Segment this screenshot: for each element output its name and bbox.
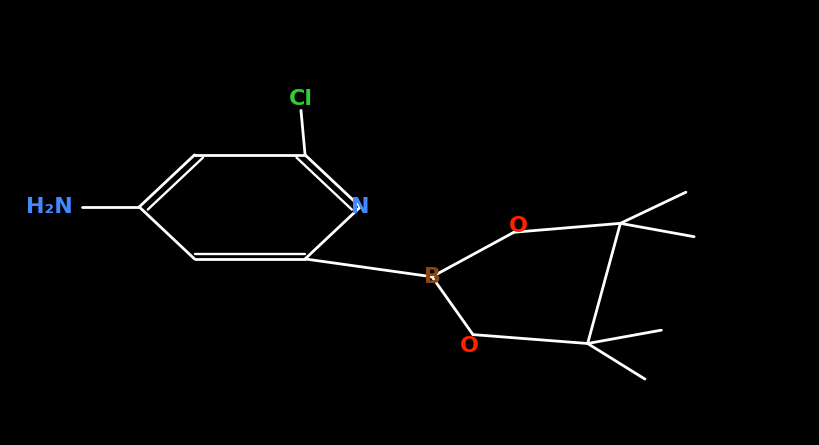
Text: O: O (509, 215, 527, 235)
Text: H₂N: H₂N (25, 197, 73, 217)
Text: B: B (423, 267, 441, 287)
Text: N: N (351, 197, 369, 217)
Text: Cl: Cl (289, 89, 313, 109)
Text: O: O (459, 336, 478, 356)
